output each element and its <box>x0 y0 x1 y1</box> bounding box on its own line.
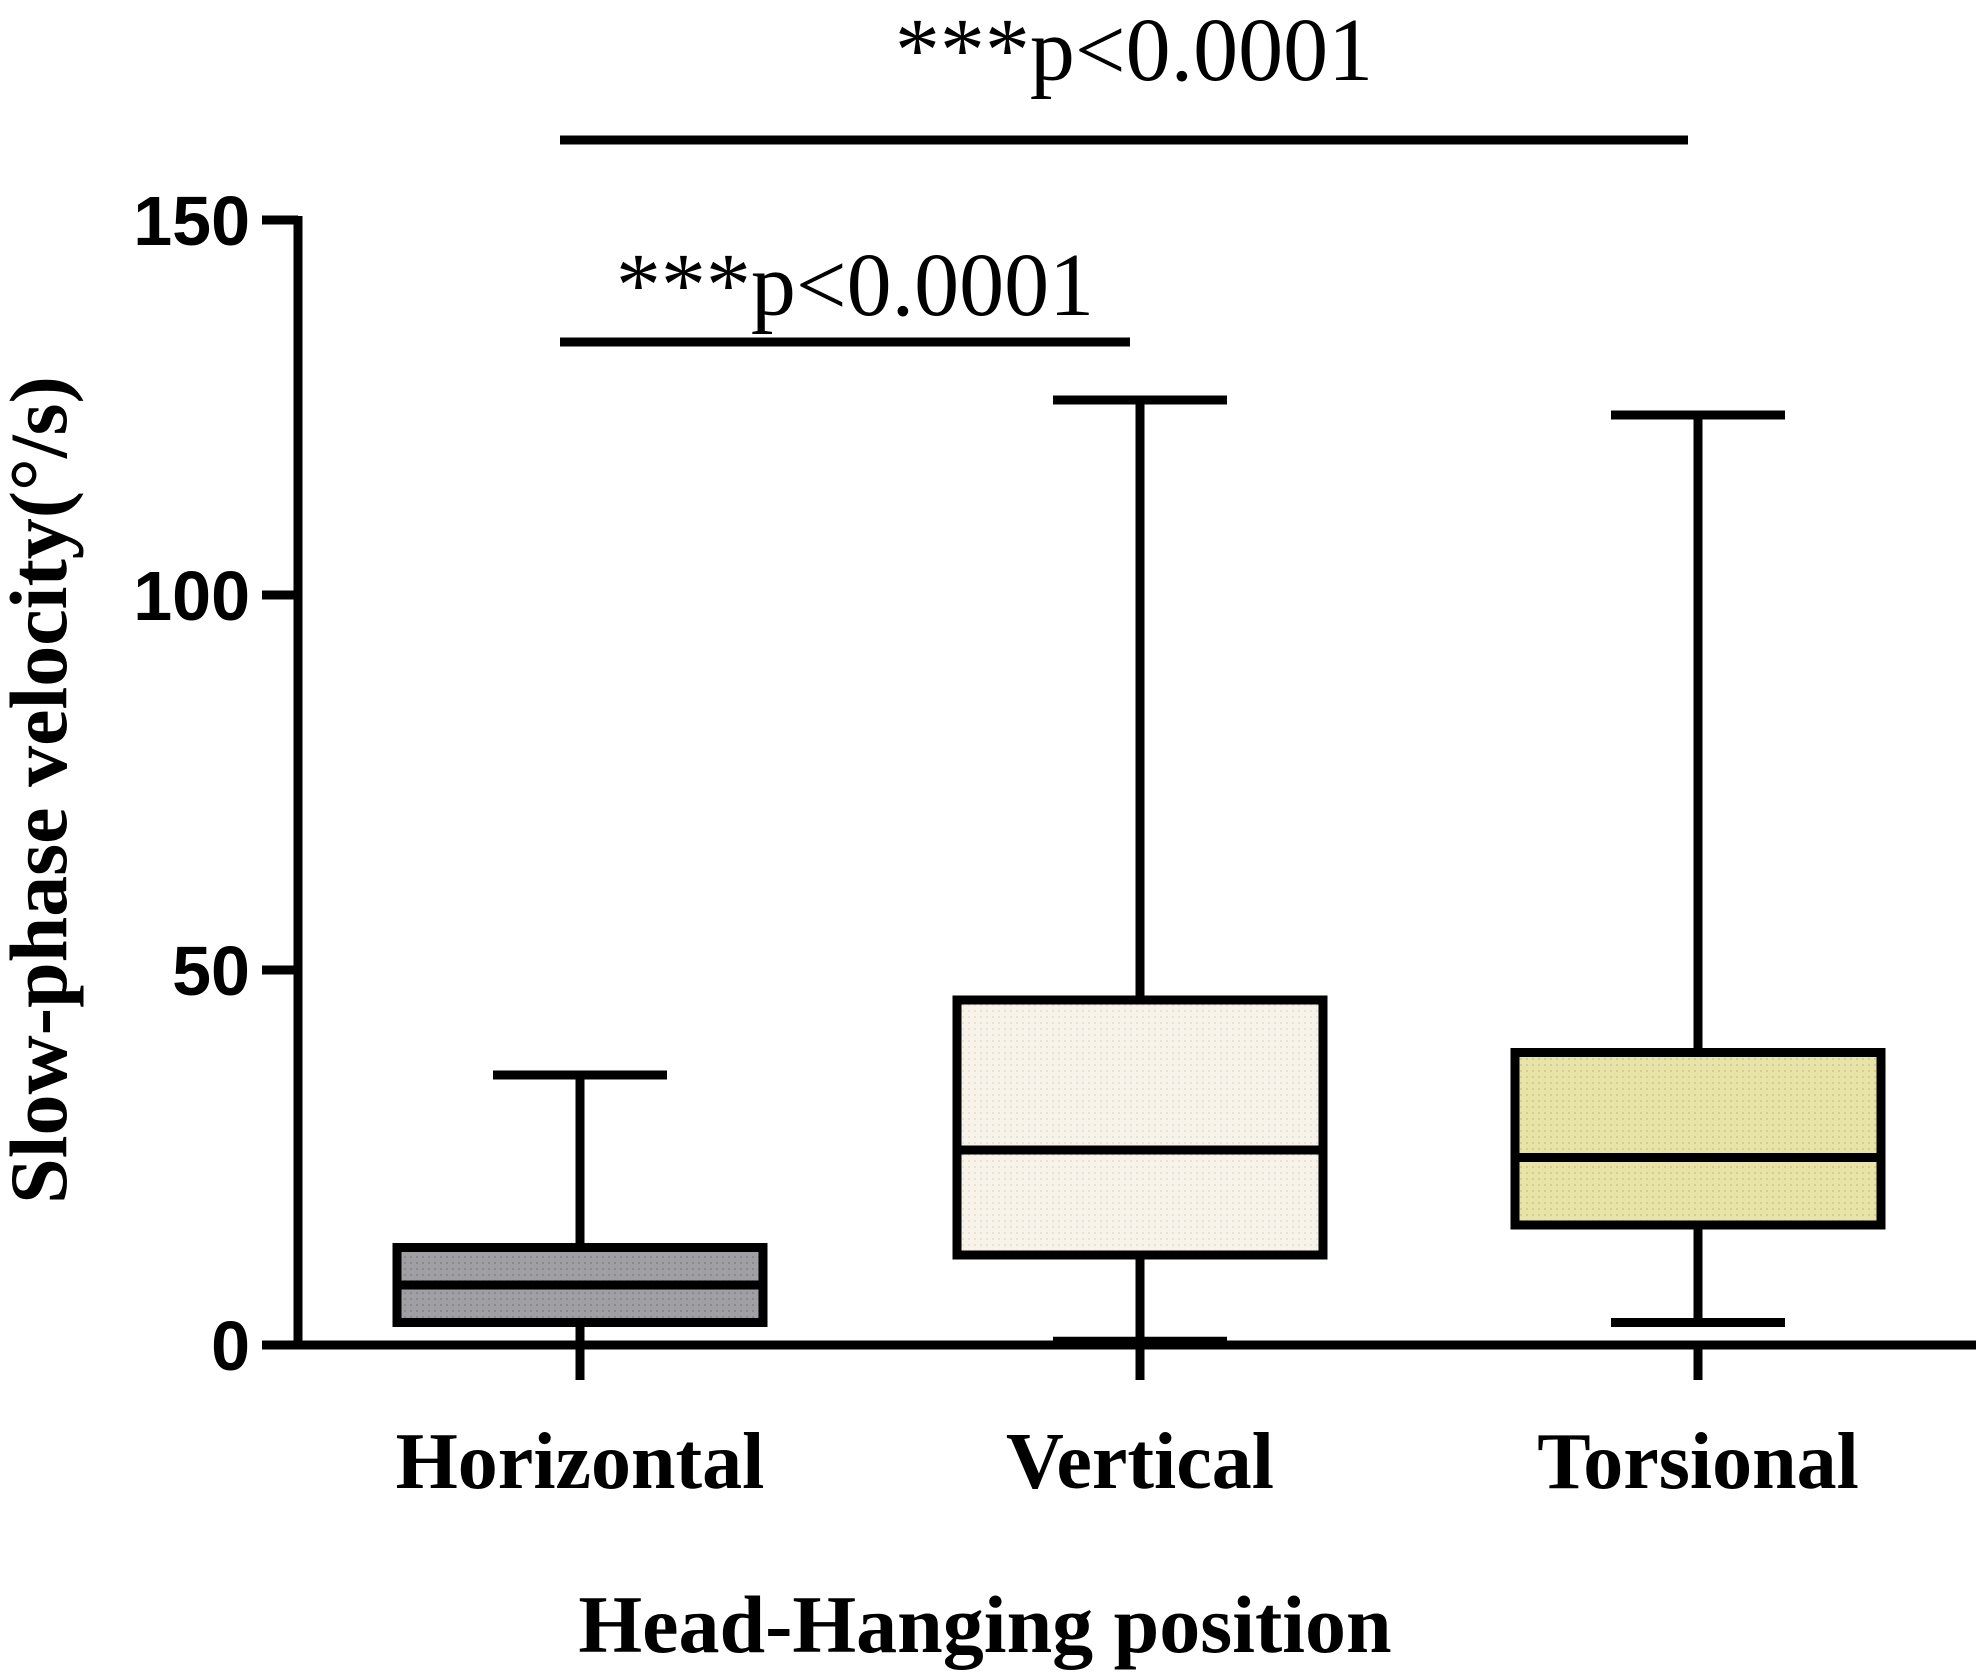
x-tick-label-vertical: Vertical <box>1006 1418 1274 1506</box>
y-tick-label-0: 0 <box>211 1307 250 1385</box>
y-tick-label-150: 150 <box>133 182 250 260</box>
y-tick-label-100: 100 <box>133 557 250 635</box>
significance-label-1: ***p<0.0001 <box>616 236 1094 335</box>
torsional-box <box>1510 1048 1886 1230</box>
y-tick-label-50: 50 <box>172 932 250 1010</box>
x-tick-label-torsional: Torsional <box>1537 1418 1859 1506</box>
x-tick-label-horizontal: Horizontal <box>396 1418 765 1506</box>
significance-label-2: ***p<0.0001 <box>895 1 1373 100</box>
vertical-box <box>952 995 1328 1260</box>
y-axis-title: Slow-phase velocity(°/s) <box>0 376 84 1204</box>
x-axis-title: Head-Hanging position <box>578 1579 1391 1670</box>
